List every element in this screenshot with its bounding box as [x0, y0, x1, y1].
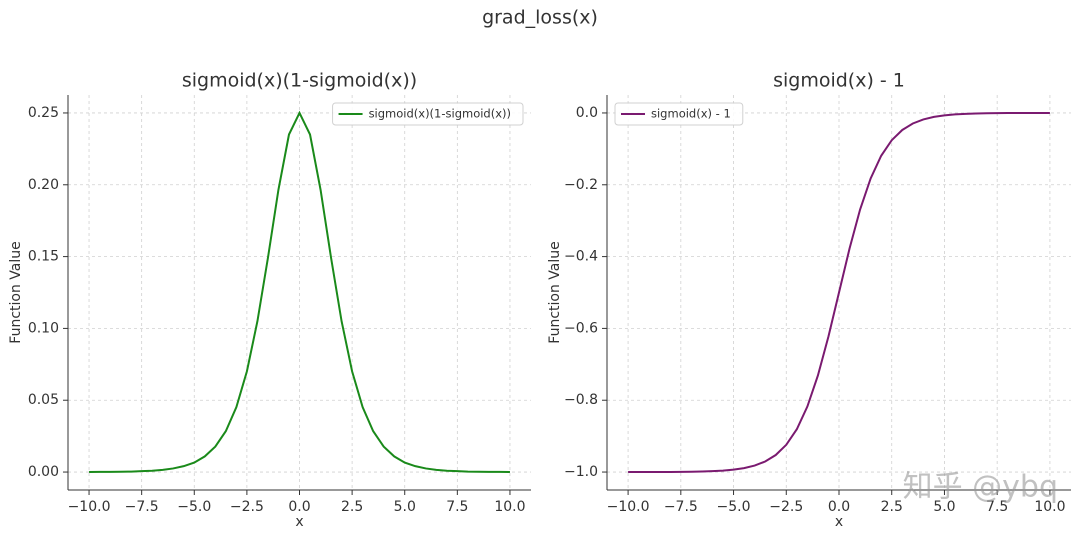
- y-tick-label: −0.8: [564, 392, 598, 408]
- y-tick-label: −0.6: [564, 320, 598, 336]
- x-tick-label: 0.0: [288, 499, 310, 515]
- y-tick-label: 0.10: [28, 320, 59, 336]
- subplot-title: sigmoid(x)(1-sigmoid(x)): [182, 70, 417, 92]
- x-tick-label: −7.5: [664, 499, 698, 515]
- legend-label: sigmoid(x) - 1: [651, 107, 731, 121]
- subplot-title: sigmoid(x) - 1: [773, 70, 905, 92]
- legend: sigmoid(x) - 1: [614, 102, 744, 126]
- x-tick-label: −10.0: [607, 499, 650, 515]
- x-tick-label: 5.0: [394, 499, 416, 515]
- x-axis-label: x: [295, 514, 303, 530]
- y-tick-label: 0.25: [28, 105, 59, 121]
- y-tick-label: 0.0: [576, 105, 598, 121]
- y-tick-label: −1.0: [564, 464, 598, 480]
- data-line: [89, 110, 510, 474]
- x-tick-label: −5.0: [717, 499, 751, 515]
- x-tick-label: −10.0: [68, 499, 111, 515]
- y-tick-label: 0.15: [28, 249, 59, 265]
- x-tick-label: −5.0: [177, 499, 211, 515]
- x-tick-label: 5.0: [933, 499, 955, 515]
- watermark: 知乎 @ybq: [903, 470, 1058, 505]
- figure-title: grad_loss(x): [482, 7, 598, 29]
- y-tick-label: −0.4: [564, 249, 598, 265]
- data-line: [628, 111, 1050, 474]
- x-axis-label: x: [835, 514, 843, 530]
- legend-box: [614, 102, 744, 126]
- x-tick-label: 2.5: [341, 499, 363, 515]
- y-axis-label: Function Value: [547, 241, 563, 343]
- x-tick-label: 7.5: [446, 499, 468, 515]
- legend: sigmoid(x)(1-sigmoid(x)): [332, 102, 524, 126]
- y-tick-label: 0.20: [28, 177, 59, 193]
- x-tick-label: 7.5: [986, 499, 1008, 515]
- legend-box: [332, 102, 524, 126]
- x-tick-label: 0.0: [828, 499, 850, 515]
- x-tick-label: 2.5: [881, 499, 903, 515]
- y-tick-label: −0.2: [564, 177, 598, 193]
- y-tick-label: 0.05: [28, 392, 59, 408]
- subplot: −10.0 −7.5 −5.0 −2.5 0.0 2.5 5.0 7.5 10.0 0.00 0.0…: [8, 70, 531, 530]
- x-tick-label: −2.5: [230, 499, 264, 515]
- x-tick-label: −2.5: [769, 499, 803, 515]
- x-tick-label: 10.0: [1034, 499, 1065, 515]
- x-tick-label: 10.0: [494, 499, 525, 515]
- x-tick-label: −7.5: [125, 499, 159, 515]
- subplot: −10.0 −7.5 −5.0 −2.5 0.0 2.5 5.0 7.5 10.0 −1.0 −0.…: [547, 70, 1071, 530]
- y-tick-label: 0.00: [28, 464, 59, 480]
- y-axis-label: Function Value: [8, 241, 24, 343]
- legend-label: sigmoid(x)(1-sigmoid(x)): [369, 107, 511, 121]
